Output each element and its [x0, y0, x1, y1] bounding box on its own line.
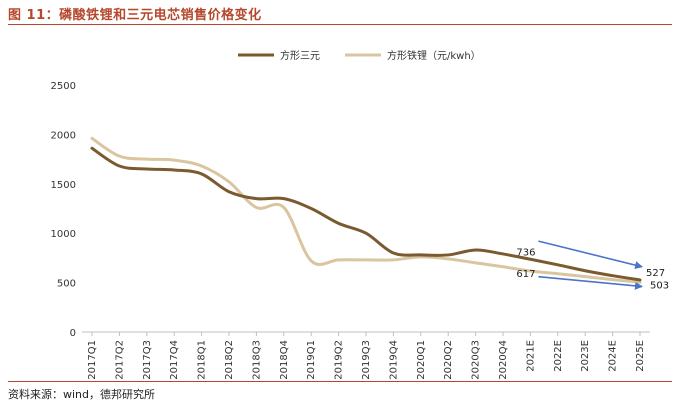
- y-tick-label: 1500: [51, 180, 76, 191]
- line-chart: 0 500 1000 1500 2000 2500 2017Q1 2017Q2 2017Q3 20…: [51, 49, 670, 380]
- x-tick-label: 2018Q2: [224, 340, 235, 380]
- x-tick-label: 2022E: [553, 340, 564, 372]
- x-tick-label: 2021E: [525, 340, 536, 372]
- x-tick-label: 2017Q4: [169, 340, 180, 380]
- x-tick-label: 2019Q4: [388, 340, 399, 380]
- title-divider: [8, 24, 672, 25]
- x-tick-label: 2020Q2: [443, 340, 454, 380]
- legend-label: 方形三元: [280, 49, 320, 62]
- y-tick-label: 500: [57, 279, 76, 290]
- x-tick-label: 2018Q3: [251, 340, 262, 380]
- x-tick-label: 2024E: [608, 340, 619, 372]
- y-tick-label: 1000: [51, 229, 76, 240]
- x-tick-label: 2017Q1: [87, 340, 98, 380]
- x-tick-label: 2017Q3: [142, 340, 153, 380]
- y-tick-label: 2500: [51, 81, 76, 92]
- data-label: 503: [650, 280, 669, 291]
- x-tick-label: 2023E: [580, 340, 591, 372]
- x-tick-label: 2025E: [635, 340, 646, 372]
- x-tick-label: 2019Q3: [361, 340, 372, 380]
- legend-label: 方形铁锂（元/kwh）: [387, 49, 481, 62]
- source-note: 资料来源：wind，德邦研究所: [8, 388, 156, 401]
- series-line-ternary: [90, 146, 642, 282]
- x-tick-label: 2018Q4: [279, 340, 290, 380]
- series-line-lfp: [90, 136, 642, 284]
- footer-divider: [8, 381, 672, 382]
- data-label: 617: [516, 269, 535, 280]
- y-tick-label: 2000: [51, 130, 76, 141]
- data-label: 736: [516, 247, 535, 258]
- x-tick-label: 2018Q1: [197, 340, 208, 380]
- chart-title: 图 11：磷酸铁锂和三元电芯销售价格变化: [8, 8, 262, 23]
- trend-arrow-ternary: [538, 240, 643, 269]
- y-tick-label: 0: [70, 328, 76, 339]
- x-tick-label: 2019Q1: [306, 340, 317, 380]
- x-tick-label: 2020Q3: [471, 340, 482, 380]
- x-tick-label: 2020Q4: [498, 340, 509, 380]
- x-tick-label: 2020Q1: [416, 340, 427, 380]
- x-tick-label: 2017Q2: [114, 340, 125, 380]
- trend-arrow-lfp: [538, 275, 643, 290]
- data-label: 527: [646, 268, 665, 279]
- x-tick-label: 2019Q2: [334, 340, 345, 380]
